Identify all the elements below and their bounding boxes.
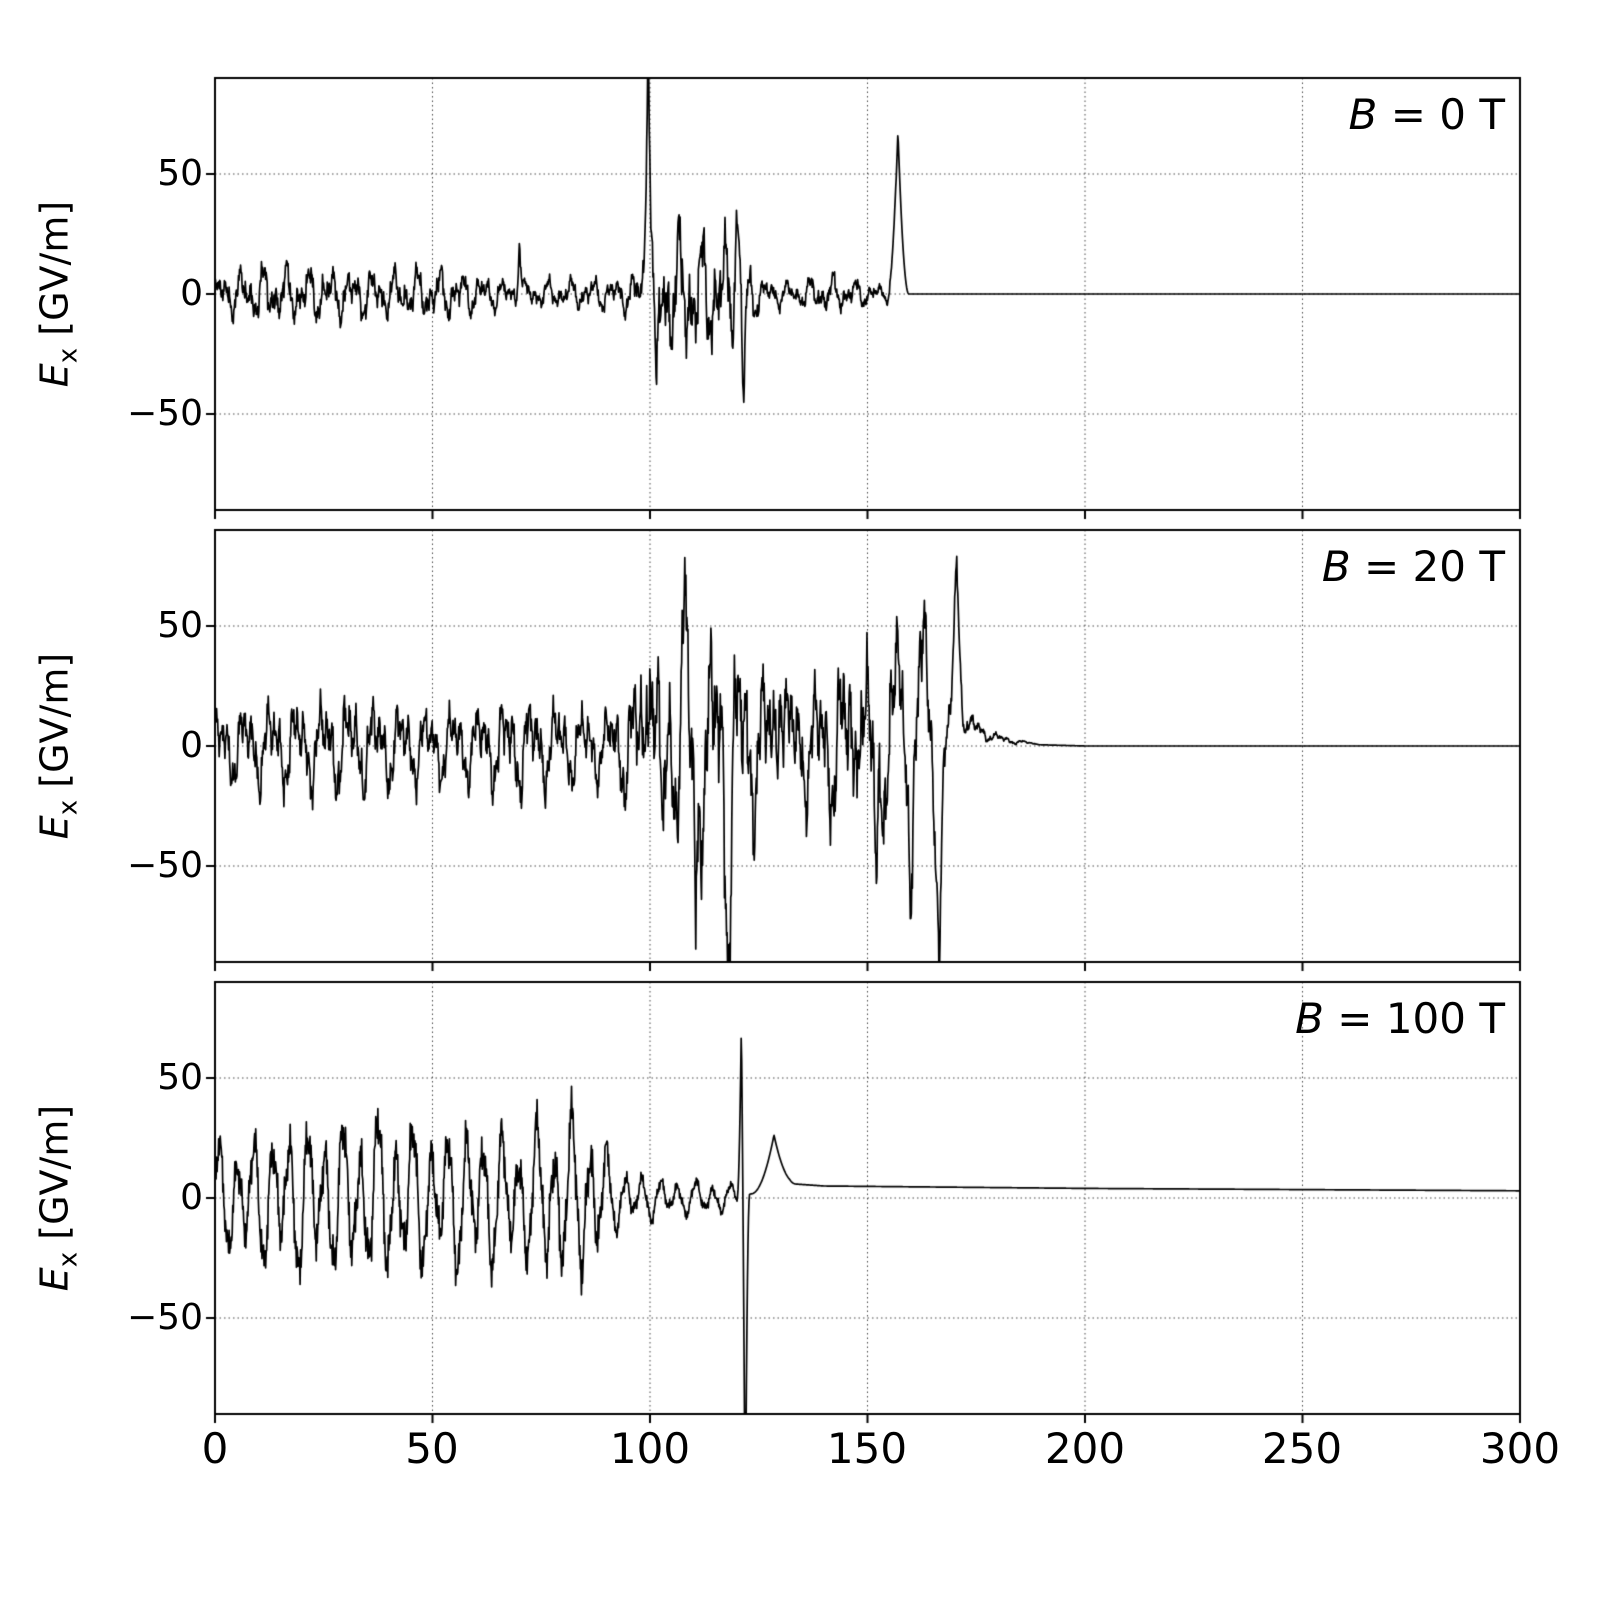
panel-1-label-rest: = 0 T bbox=[1377, 90, 1505, 139]
panel-3-label: B = 100 T bbox=[1085, 996, 1505, 1042]
y-axis-label-panel-3: Ex [GV/m] bbox=[33, 1105, 84, 1291]
ytick-label: 0 bbox=[180, 725, 203, 766]
xtick-label: 200 bbox=[1044, 1424, 1126, 1473]
ytick-label: 50 bbox=[157, 1057, 203, 1098]
y-axis-symbol: E bbox=[32, 815, 77, 840]
y-axis-subscript: x bbox=[53, 347, 84, 364]
panel-1-label: B = 0 T bbox=[1085, 92, 1505, 138]
ytick-label: −50 bbox=[127, 1297, 203, 1338]
y-axis-unit: [GV/m] bbox=[32, 200, 77, 348]
y-axis-unit: [GV/m] bbox=[32, 652, 77, 800]
xtick-label: 50 bbox=[405, 1424, 459, 1473]
y-axis-symbol: E bbox=[32, 363, 77, 388]
y-axis-label-panel-1: Ex [GV/m] bbox=[33, 201, 84, 387]
xtick-label: 0 bbox=[201, 1424, 229, 1473]
xtick-label: 100 bbox=[609, 1424, 691, 1473]
panel-2-label: B = 20 T bbox=[1085, 544, 1505, 590]
ytick-label: 0 bbox=[180, 273, 203, 314]
panel-3-label-rest: = 100 T bbox=[1323, 994, 1505, 1043]
y-axis-symbol: E bbox=[32, 1267, 77, 1292]
panel-3-label-var: B bbox=[1295, 994, 1324, 1043]
ytick-label: 50 bbox=[157, 605, 203, 646]
xtick-label: 300 bbox=[1479, 1424, 1561, 1473]
panel-2-label-rest: = 20 T bbox=[1350, 542, 1505, 591]
y-axis-label-panel-2: Ex [GV/m] bbox=[33, 653, 84, 839]
ytick-label: −50 bbox=[127, 393, 203, 434]
ytick-label: −50 bbox=[127, 845, 203, 886]
panel-1-label-var: B bbox=[1348, 90, 1378, 139]
ytick-label: 50 bbox=[157, 153, 203, 194]
xtick-label: 250 bbox=[1261, 1424, 1343, 1473]
panel-2-label-var: B bbox=[1321, 542, 1351, 591]
ytick-label: 0 bbox=[180, 1177, 203, 1218]
xtick-label: 150 bbox=[826, 1424, 908, 1473]
y-axis-unit: [GV/m] bbox=[32, 1104, 77, 1252]
y-axis-subscript: x bbox=[53, 799, 84, 816]
y-axis-subscript: x bbox=[53, 1251, 84, 1268]
